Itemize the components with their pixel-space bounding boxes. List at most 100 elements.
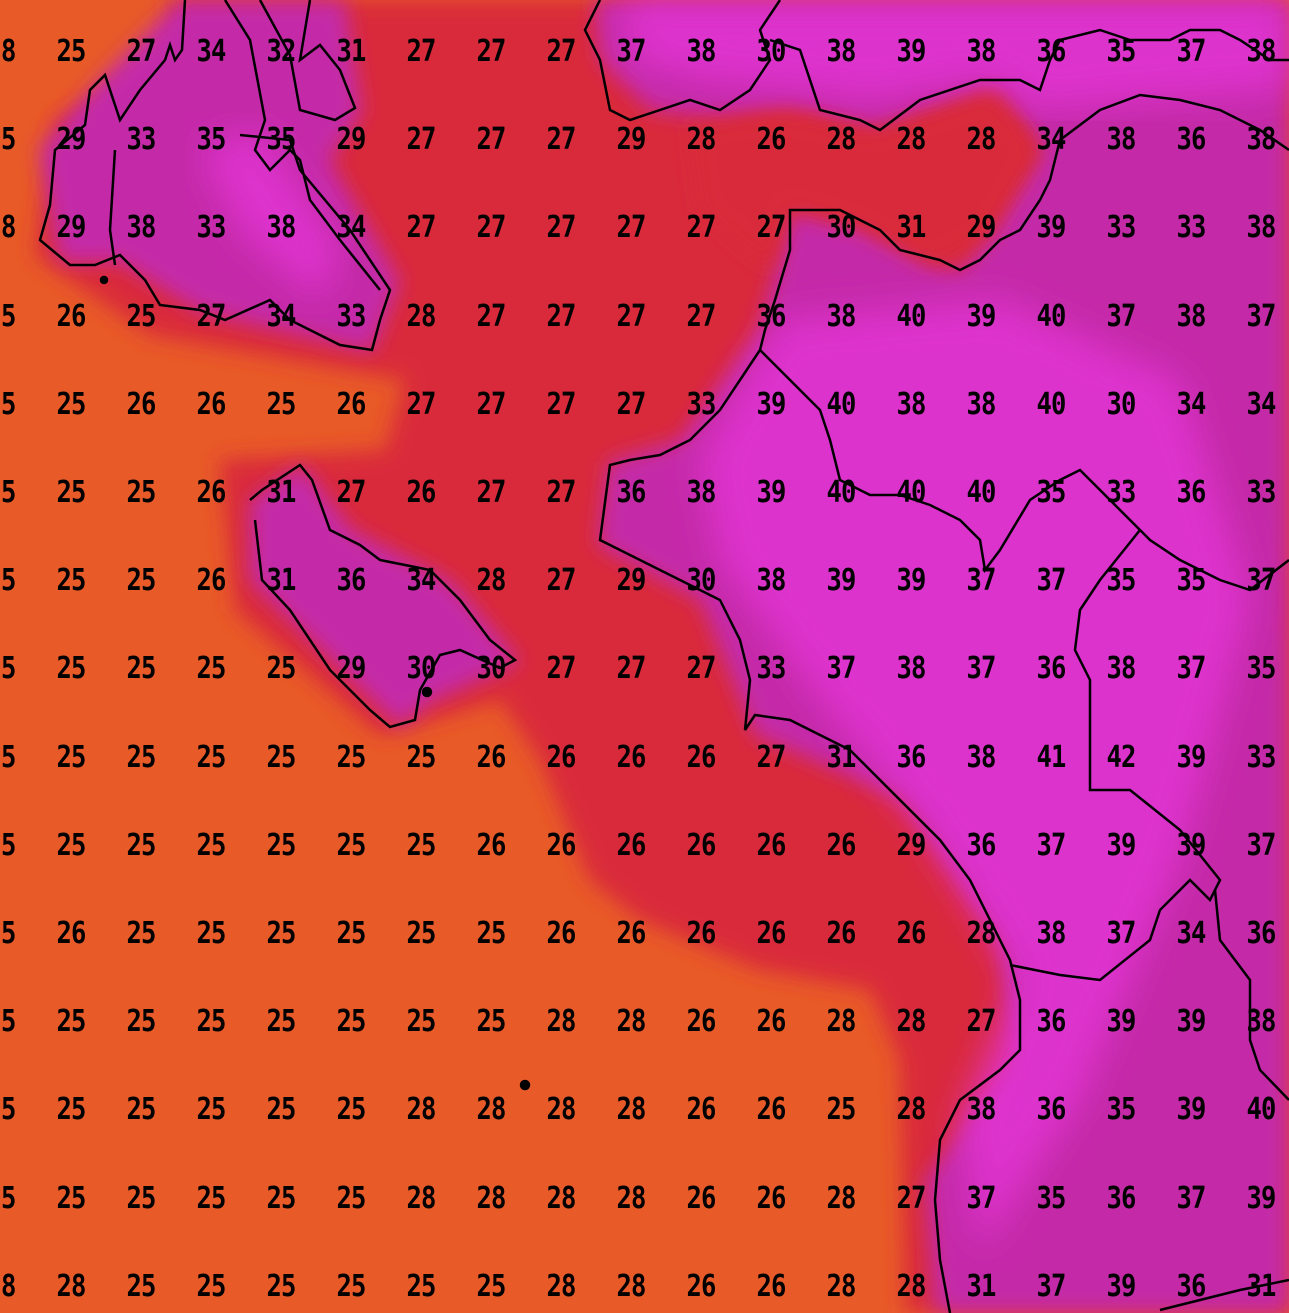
grid-value: 25 (0, 651, 16, 687)
grid-value: 27 (686, 298, 716, 334)
grid-value: 27 (546, 34, 576, 69)
grid-value: 33 (1246, 475, 1276, 510)
grid-value: 26 (476, 739, 506, 775)
grid-value: 27 (476, 298, 506, 334)
grid-value: 28 (896, 1004, 926, 1040)
grid-value: 25 (406, 916, 436, 951)
grid-value: 26 (196, 386, 226, 422)
grid-value: 25 (476, 916, 506, 951)
grid-value: 37 (1176, 651, 1206, 687)
grid-value: 30 (1106, 386, 1136, 422)
grid-value: 25 (406, 739, 436, 775)
grid-value: 33 (1246, 739, 1276, 775)
grid-value: 35 (1106, 34, 1136, 69)
gulf-warm-water (690, 92, 1040, 270)
grid-value: 28 (406, 1180, 436, 1216)
grid-value: 26 (686, 1092, 716, 1128)
grid-value: 26 (756, 122, 786, 158)
grid-value: 26 (686, 827, 716, 863)
grid-value: 27 (546, 563, 576, 599)
grid-value: 40 (826, 386, 856, 422)
grid-value: 40 (1246, 1092, 1276, 1128)
grid-value: 29 (966, 210, 996, 246)
grid-value: 30 (686, 563, 716, 599)
grid-value: 38 (1246, 122, 1276, 158)
grid-value: 25 (266, 1268, 296, 1304)
grid-value: 25 (266, 916, 296, 951)
grid-value: 27 (406, 386, 436, 422)
grid-value: 33 (1176, 210, 1206, 246)
grid-value: 39 (1176, 1004, 1206, 1040)
grid-value: 37 (826, 651, 856, 687)
grid-value: 25 (0, 1004, 16, 1040)
grid-value: 25 (266, 739, 296, 775)
grid-value: 35 (1246, 651, 1276, 687)
grid-value: 25 (826, 1092, 856, 1128)
grid-value: 31 (336, 34, 366, 69)
grid-value: 38 (1176, 298, 1206, 334)
grid-value: 27 (476, 386, 506, 422)
grid-value: 25 (0, 475, 16, 510)
grid-value: 38 (686, 475, 716, 510)
grid-value: 25 (336, 1092, 366, 1128)
grid-value: 25 (126, 563, 156, 599)
grid-value: 25 (266, 1092, 296, 1128)
grid-value: 30 (476, 651, 506, 687)
grid-value: 30 (826, 210, 856, 246)
grid-value: 31 (966, 1268, 996, 1304)
grid-value: 38 (1246, 1004, 1276, 1040)
grid-value: 25 (196, 1180, 226, 1216)
grid-value: 27 (896, 1180, 926, 1216)
grid-value: 34 (1176, 386, 1206, 422)
grid-value: 25 (126, 651, 156, 687)
grid-value: 27 (616, 651, 646, 687)
grid-value: 26 (56, 298, 86, 334)
grid-value: 25 (196, 1268, 226, 1304)
grid-value: 28 (826, 122, 856, 158)
grid-value: 25 (196, 739, 226, 775)
grid-value: 38 (966, 386, 996, 422)
grid-value: 39 (1036, 210, 1066, 246)
grid-value: 26 (196, 563, 226, 599)
grid-value: 25 (56, 827, 86, 863)
grid-value: 31 (266, 475, 296, 510)
island-area (250, 465, 520, 727)
grid-value: 38 (126, 210, 156, 246)
grid-value: 36 (1106, 1180, 1136, 1216)
grid-value: 39 (896, 563, 926, 599)
grid-value: 37 (966, 1180, 996, 1216)
grid-value: 38 (896, 651, 926, 687)
grid-value: 25 (126, 827, 156, 863)
mainland-hot-core (700, 300, 1250, 1250)
grid-value: 39 (1246, 1180, 1276, 1216)
grid-value: 26 (686, 1268, 716, 1304)
grid-value: 25 (336, 827, 366, 863)
grid-value: 25 (196, 916, 226, 951)
grid-value: 39 (896, 34, 926, 69)
grid-value: 25 (476, 1268, 506, 1304)
grid-value: 25 (266, 1004, 296, 1040)
grid-value: 26 (546, 739, 576, 775)
grid-value: 25 (406, 1004, 436, 1040)
grid-value: 37 (1106, 298, 1136, 334)
grid-value: 26 (686, 916, 716, 951)
grid-value: 25 (56, 563, 86, 599)
grid-value: 26 (546, 916, 576, 951)
grid-value: 37 (1176, 34, 1206, 69)
grid-value: 25 (0, 827, 16, 863)
grid-value: 36 (1036, 1092, 1066, 1128)
grid-value: 25 (336, 1180, 366, 1216)
grid-value: 31 (1246, 1268, 1276, 1304)
grid-value: 28 (896, 1092, 926, 1128)
grid-value: 27 (616, 210, 646, 246)
grid-value: 36 (1176, 475, 1206, 510)
grid-value: 34 (406, 563, 436, 599)
grid-value: 25 (406, 1268, 436, 1304)
grid-value: 28 (616, 1268, 646, 1304)
grid-value: 27 (406, 210, 436, 246)
grid-value: 27 (476, 475, 506, 510)
grid-value: 29 (616, 563, 646, 599)
grid-value: 26 (686, 1004, 716, 1040)
grid-value: 31 (896, 210, 926, 246)
